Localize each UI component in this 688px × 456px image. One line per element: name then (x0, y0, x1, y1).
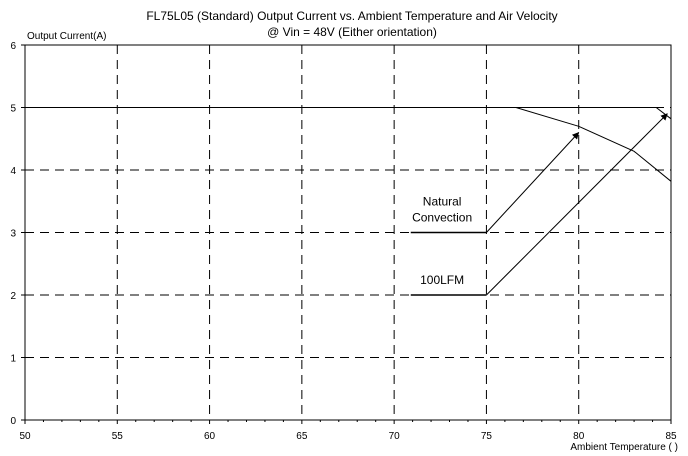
x-tick-label: 60 (204, 431, 216, 442)
x-tick-label: 50 (19, 431, 31, 442)
x-tick-label: 75 (481, 431, 493, 442)
annotations: Natural Convection 100LFM (410, 113, 668, 296)
annotation-label: Convection (412, 211, 472, 225)
x-tick-label: 85 (665, 431, 677, 442)
x-tick-label: 55 (112, 431, 124, 442)
annotation-arrow (486, 113, 668, 296)
y-tick-label: 2 (10, 291, 16, 302)
x-axis-label: Ambient Temperature ( ) (570, 442, 678, 453)
y-tick-label: 1 (10, 354, 16, 365)
annotation-arrow (486, 131, 580, 233)
x-tick-label: 65 (296, 431, 308, 442)
y-tick-label: 3 (10, 229, 16, 240)
annotation-label: 100LFM (420, 273, 464, 287)
y-tick-label: 6 (10, 41, 16, 52)
chart-subtitle: @ Vin = 48V (Either orientation) (267, 25, 437, 39)
annotation-label: Natural (423, 195, 462, 209)
y-tick-label: 5 (10, 104, 16, 115)
y-tick-label: 4 (10, 166, 16, 177)
grid (25, 45, 671, 420)
x-tick-label: 70 (389, 431, 401, 442)
x-tick-label: 80 (573, 431, 585, 442)
y-axis-label: Output Current(A) (27, 31, 106, 42)
chart-title: FL75L05 (Standard) Output Current vs. Am… (146, 9, 557, 23)
y-tick-label: 0 (10, 416, 16, 427)
axis-ticks: 50 55 60 65 70 75 80 85 0 1 2 3 4 5 6 (10, 41, 677, 442)
series-line (25, 107, 672, 120)
